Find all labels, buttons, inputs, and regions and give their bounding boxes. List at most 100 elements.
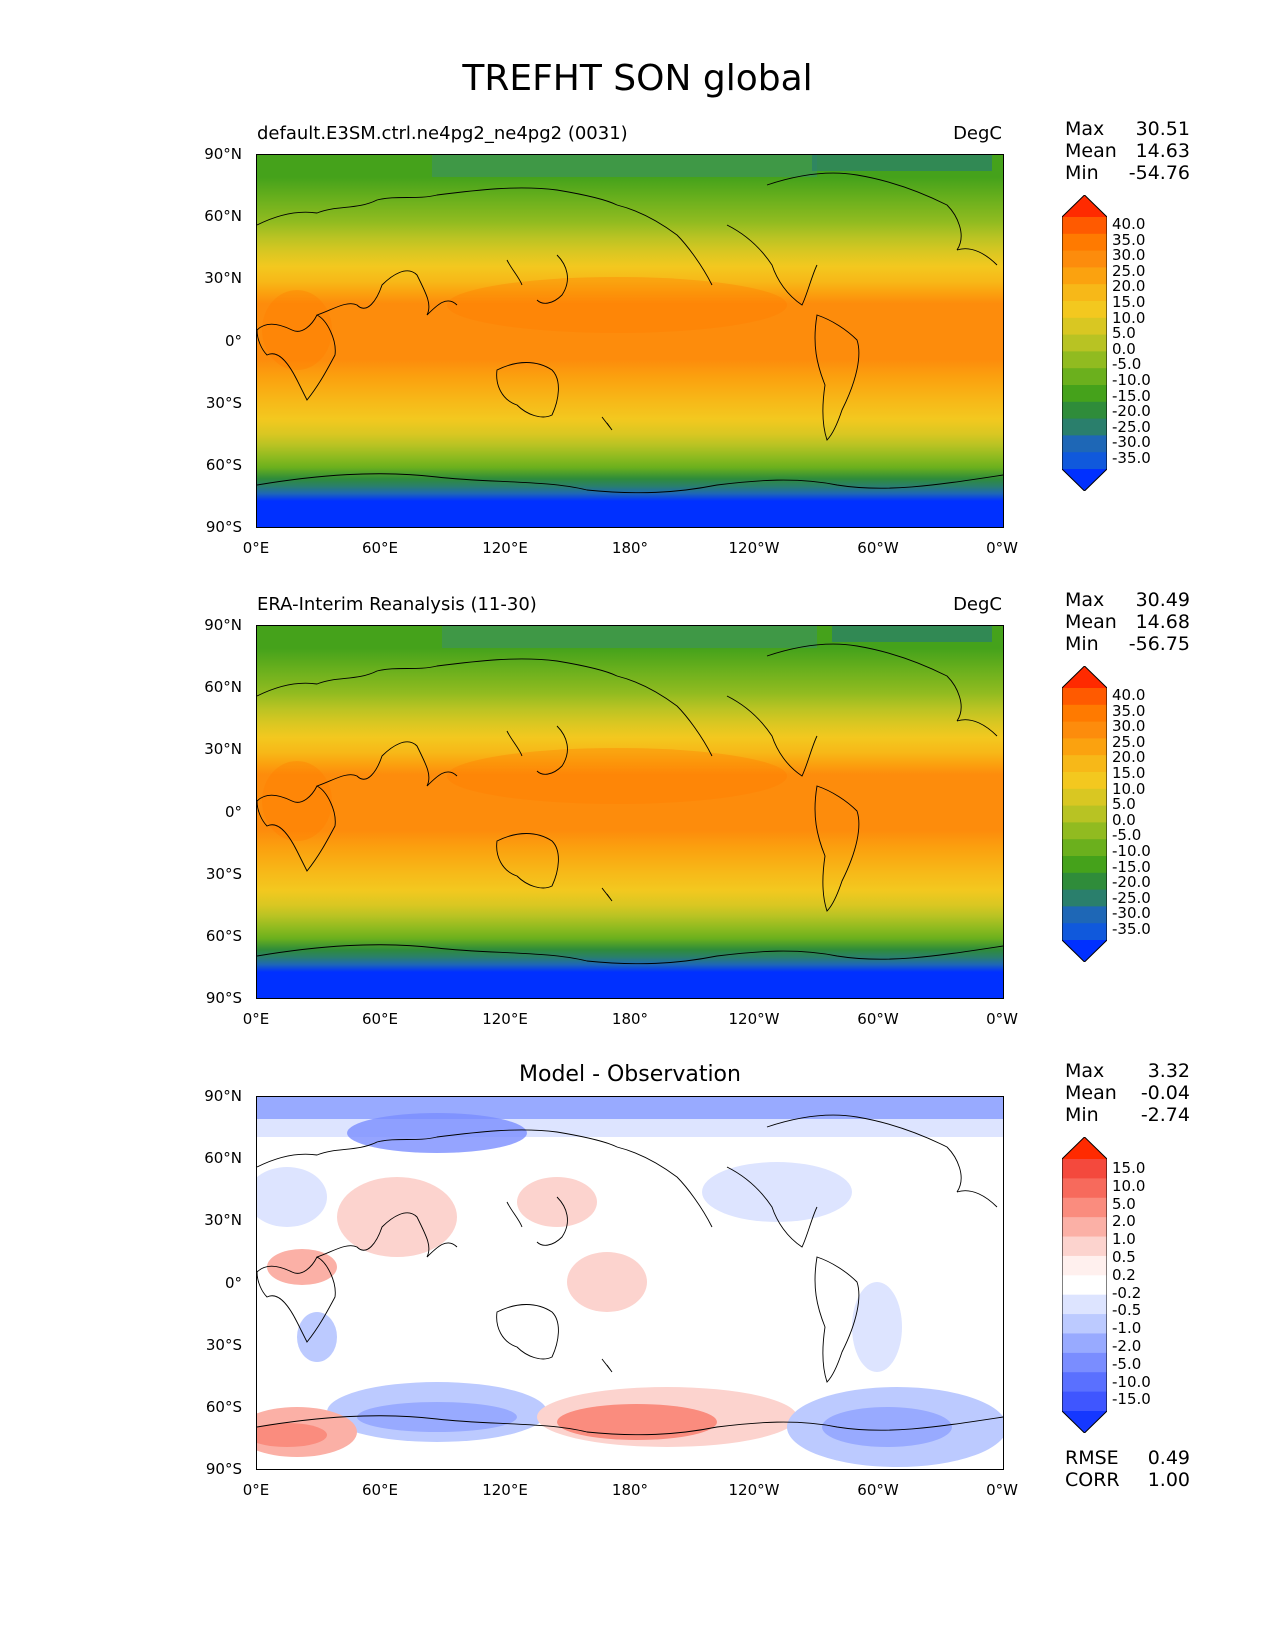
- negative-anomaly: [257, 1167, 327, 1227]
- colorbar-tick: -35.0: [1112, 919, 1151, 938]
- x-tick-label: 120°W: [728, 1481, 780, 1499]
- colorbar-band: [1062, 368, 1107, 386]
- x-tick-label: 180°: [611, 1010, 649, 1028]
- y-tick-label: 90°N: [204, 616, 242, 634]
- y-tick-label: 60°N: [204, 1149, 242, 1167]
- colorbar-band: [1062, 418, 1107, 436]
- colorbar-band: [1062, 889, 1107, 907]
- colorbar-tick: -30.0: [1112, 433, 1151, 452]
- x-tick-label: 120°E: [482, 1010, 528, 1028]
- y-tick-label: 90°S: [205, 1460, 242, 1478]
- panel3-colorbar: [1062, 1137, 1107, 1433]
- panel2-map: [256, 625, 1004, 999]
- colorbar-tick: 5.0: [1112, 324, 1136, 343]
- colorbar-band: [1062, 385, 1107, 403]
- x-tick-label: 60°W: [857, 1010, 899, 1028]
- colorbar-tick: 10.0: [1112, 308, 1146, 327]
- colorbar-tick: -0.5: [1112, 1301, 1142, 1320]
- stat-max-value: 30.51: [1135, 118, 1190, 140]
- colorbar-tick: -15.0: [1112, 857, 1151, 876]
- colorbar-band: [1062, 1178, 1107, 1199]
- y-tick-label: 90°S: [205, 518, 242, 536]
- panel1-colorbar: [1062, 195, 1107, 491]
- colorbar-tick: 0.5: [1112, 1247, 1136, 1266]
- x-tick-label: 60°W: [857, 1481, 899, 1499]
- x-tick-label: 0°W: [986, 1010, 1018, 1028]
- panel2-colorbar: [1062, 666, 1107, 962]
- southern-ocean-negative: [357, 1402, 517, 1432]
- colorbar-extend-max: [1062, 195, 1107, 217]
- colorbar-tick: 15.0: [1112, 292, 1146, 311]
- y-tick-label: 90°N: [204, 1087, 242, 1105]
- colorbar-band: [1062, 334, 1107, 352]
- colorbar-tick: -20.0: [1112, 402, 1151, 421]
- colorbar-tick: 15.0: [1112, 1159, 1146, 1177]
- y-tick-label: 60°S: [205, 456, 242, 474]
- colorbar-band: [1062, 805, 1107, 823]
- colorbar-band: [1062, 755, 1107, 773]
- colorbar-extend-min: [1062, 1411, 1107, 1433]
- colorbar-tick: 40.0: [1112, 686, 1146, 704]
- colorbar-band: [1062, 1236, 1107, 1257]
- negative-anomaly: [852, 1282, 902, 1372]
- colorbar-band: [1062, 1333, 1107, 1354]
- colorbar-tick: 0.2: [1112, 1265, 1136, 1284]
- colorbar-band: [1062, 401, 1107, 420]
- colorbar-tick: -10.0: [1112, 841, 1151, 860]
- x-tick-label: 0°E: [242, 1010, 270, 1028]
- y-tick-label: 30°N: [204, 740, 242, 758]
- stat-mean-value: 14.63: [1135, 140, 1190, 162]
- y-tick-label: 30°S: [205, 394, 242, 412]
- colorbar-band: [1062, 1159, 1107, 1179]
- colorbar-tick: 35.0: [1112, 701, 1146, 720]
- colorbar-tick: 20.0: [1112, 277, 1146, 296]
- colorbar-band: [1062, 301, 1107, 319]
- colorbar-extend-max: [1062, 1137, 1107, 1159]
- figure-title: TREFHT SON global: [462, 58, 813, 99]
- colorbar-tick: -5.0: [1112, 355, 1142, 374]
- colorbar-tick: -30.0: [1112, 904, 1151, 923]
- coastlines: [257, 643, 1003, 965]
- stat-min-label: Min: [1065, 1104, 1099, 1126]
- x-tick-label: 120°W: [728, 1010, 780, 1028]
- x-tick-label: 180°: [611, 539, 649, 557]
- colorbar-tick: -5.0: [1112, 1354, 1142, 1373]
- stat-min-value: -56.75: [1128, 633, 1190, 655]
- colorbar-extend-max: [1062, 666, 1107, 688]
- colorbar-tick: 2.0: [1112, 1212, 1136, 1231]
- y-tick-label: 0°: [224, 1274, 242, 1292]
- colorbar-band: [1062, 1255, 1107, 1276]
- arctic-negative-band: [257, 1097, 1003, 1119]
- panel3-colorbar-ticks: 15.0 10.0 5.0 2.0 1.0 0.5 0.2 -0.2 -0.5 …: [1112, 1159, 1151, 1409]
- colorbar-tick: 40.0: [1112, 215, 1146, 233]
- stat-mean-label: Mean: [1065, 611, 1117, 633]
- colorbar-tick: 15.0: [1112, 763, 1146, 782]
- colorbar-tick: -10.0: [1112, 1372, 1151, 1391]
- colorbar-tick: -1.0: [1112, 1319, 1142, 1338]
- southern-ocean-negative: [822, 1407, 952, 1447]
- x-tick-label: 60°E: [361, 1481, 399, 1499]
- panel1-title: default.E3SM.ctrl.ne4pg2_ne4pg2 (0031): [257, 123, 628, 144]
- y-tick-label: 30°S: [205, 865, 242, 883]
- colorbar-tick: -35.0: [1112, 448, 1151, 467]
- y-tick-label: 60°S: [205, 1398, 242, 1416]
- positive-anomaly: [337, 1177, 457, 1257]
- colorbar-tick: 1.0: [1112, 1230, 1136, 1249]
- colorbar-tick: 35.0: [1112, 230, 1146, 249]
- negative-anomaly: [702, 1162, 852, 1222]
- x-tick-label: 0°W: [986, 1481, 1018, 1499]
- colorbar-band: [1062, 906, 1107, 924]
- colorbar-tick: 25.0: [1112, 732, 1146, 751]
- colorbar-tick: -25.0: [1112, 888, 1151, 907]
- colorbar-band: [1062, 1275, 1107, 1296]
- colorbar-band: [1062, 233, 1107, 252]
- colorbar-band: [1062, 1372, 1107, 1393]
- x-tick-label: 60°E: [361, 1010, 399, 1028]
- colorbar-tick: 30.0: [1112, 246, 1146, 265]
- colorbar-tick: 10.0: [1112, 779, 1146, 798]
- x-tick-label: 0°W: [986, 539, 1018, 557]
- stat-min-value: -54.76: [1128, 162, 1190, 184]
- colorbar-band: [1062, 856, 1107, 874]
- colorbar-band: [1062, 1197, 1107, 1218]
- colorbar-band: [1062, 217, 1107, 235]
